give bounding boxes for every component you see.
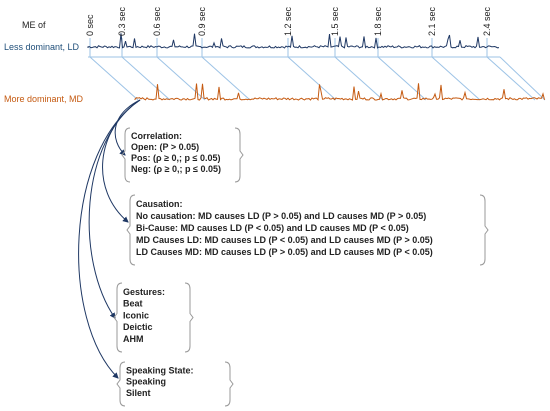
right-brace <box>224 361 234 407</box>
connector <box>287 56 337 101</box>
time-label: 2.1 sec <box>427 6 437 36</box>
left-brace <box>116 361 126 407</box>
connector <box>486 56 536 101</box>
box-line: Bi-Cause: MD causes LD (P < 0.05) and LD… <box>136 223 409 233</box>
right-brace <box>479 194 489 266</box>
box-line: AHM <box>123 334 144 344</box>
connector <box>89 56 139 101</box>
box-title: Causation: <box>136 199 183 209</box>
connector <box>334 56 384 101</box>
box-line: Open: (P > 0.05) <box>131 142 199 152</box>
box-line: Deictic <box>123 322 153 332</box>
connector <box>377 56 427 101</box>
time-label: 0.6 sec <box>152 6 162 36</box>
md-signal <box>134 83 545 101</box>
time-label: 1.2 sec <box>283 6 293 36</box>
box-line: No causation: MD causes LD (P > 0.05) an… <box>136 211 426 221</box>
time-label: 2.4 sec <box>482 6 492 36</box>
box-line: Silent <box>126 388 151 398</box>
box-title: Correlation: <box>131 131 182 141</box>
ld-label: Less dominant, LD <box>4 42 80 52</box>
right-brace <box>234 127 244 183</box>
left-brace <box>126 194 136 266</box>
connector <box>201 56 251 101</box>
time-label: 0 sec <box>85 14 95 36</box>
box-line: Neg: (ρ ≥ 0,; p ≤ 0.05) <box>131 164 221 174</box>
box-title: Speaking State: <box>126 365 194 375</box>
connector <box>121 56 171 101</box>
box-title: Gestures: <box>123 287 165 297</box>
box-line: Pos: (ρ ≥ 0,; p ≤ 0.05) <box>131 153 220 163</box>
box-line: Speaking <box>126 377 166 387</box>
left-brace <box>121 127 131 183</box>
left-brace <box>113 282 123 353</box>
right-brace <box>184 282 194 353</box>
box-line: MD Causes LD: MD causes LD (P < 0.05) an… <box>136 235 433 245</box>
time-label: 0.3 sec <box>117 6 127 36</box>
ld-signal <box>87 33 500 49</box>
arrows <box>78 99 141 379</box>
box-line: Iconic <box>123 310 149 320</box>
connector <box>431 56 481 101</box>
time-label: 1.5 sec <box>330 6 340 36</box>
time-label: 1.8 sec <box>373 6 383 36</box>
md-label: More dominant, MD <box>4 94 84 104</box>
me-of: ME of <box>22 20 46 30</box>
box-line: LD Causes MD: MD causes LD (P > 0.05) an… <box>136 247 433 257</box>
time-label: 0.9 sec <box>197 6 207 36</box>
boxes: Correlation:Open: (P > 0.05)Pos: (ρ ≥ 0,… <box>113 127 489 407</box>
connector <box>499 56 546 101</box>
box-line: Beat <box>123 299 143 309</box>
